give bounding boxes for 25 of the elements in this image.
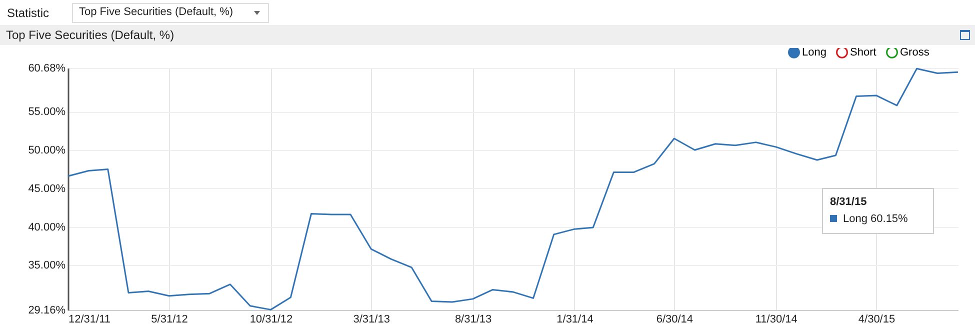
x-tick-label: 8/31/13 xyxy=(454,314,492,326)
x-tick-label: 10/31/12 xyxy=(250,314,293,326)
x-tick-label: 3/31/13 xyxy=(353,314,390,326)
text: Statistic xyxy=(7,6,50,20)
text: Top Five Securities (Default, %) xyxy=(79,6,234,18)
x-tick-label: 4/30/15 xyxy=(858,314,896,326)
tooltip-box: 8/31/15 Long 60.15% xyxy=(822,188,934,234)
y-tick-label: 60.68% xyxy=(28,62,66,74)
y-tick-label: 35.00% xyxy=(28,260,66,272)
chart-title: Top Five Securities (Default, %) xyxy=(6,28,174,42)
annotation: 8/31/15 xyxy=(830,195,868,210)
y-tick-label: 50.00% xyxy=(28,144,66,156)
annotation: Long 60.15% xyxy=(843,213,908,225)
x-tick-label: 12/31/11 xyxy=(68,314,111,326)
y-tick-label: 29.16% xyxy=(28,304,66,316)
legend-label: Gross xyxy=(900,46,930,58)
x-tick-label: 5/31/12 xyxy=(151,314,188,326)
line-series xyxy=(67,68,959,310)
y-tick-label: 55.00% xyxy=(28,106,66,118)
legend-label: Long xyxy=(802,46,826,58)
x-tick-label: 1/31/14 xyxy=(556,314,594,326)
x-tick-label: 6/30/14 xyxy=(656,314,694,326)
y-tick-label: 40.00% xyxy=(28,221,66,234)
y-tick-label: 45.00% xyxy=(28,182,66,195)
x-tick-label: 11/30/14 xyxy=(755,314,798,326)
